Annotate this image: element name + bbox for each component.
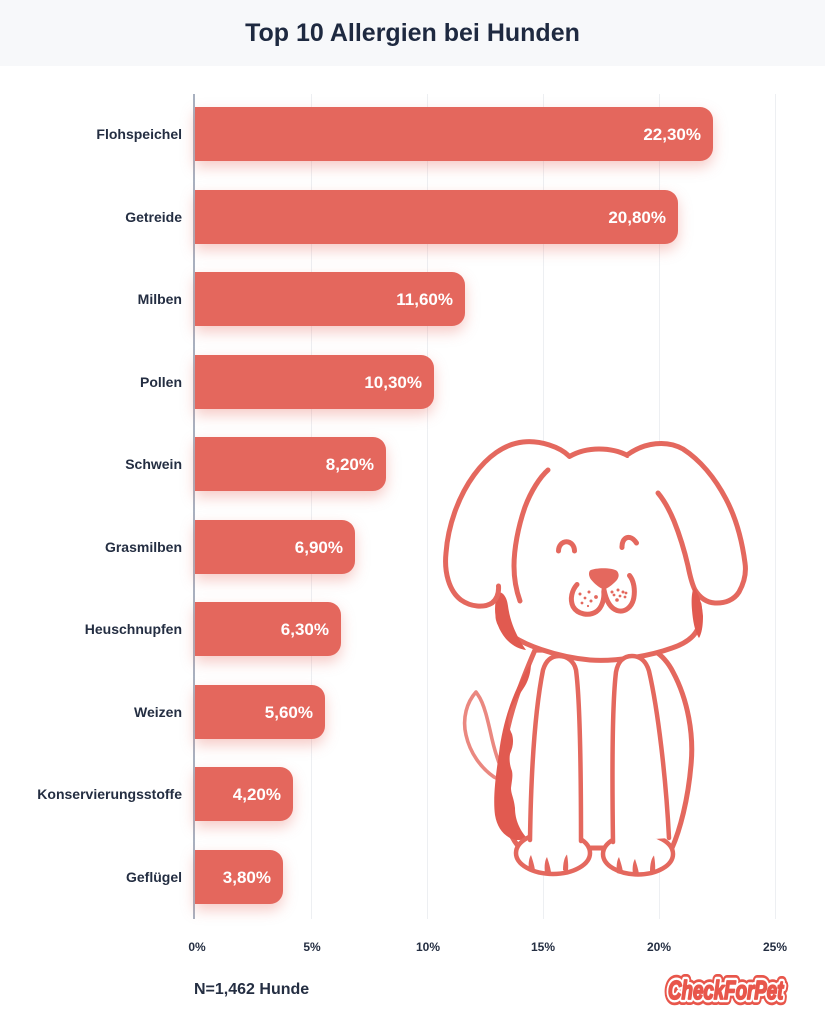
svg-text:CheckForPet: CheckForPet: [668, 975, 785, 1005]
svg-text:CheckForPet: CheckForPet: [668, 975, 785, 1005]
svg-text:CheckForPet: CheckForPet: [668, 975, 785, 1005]
